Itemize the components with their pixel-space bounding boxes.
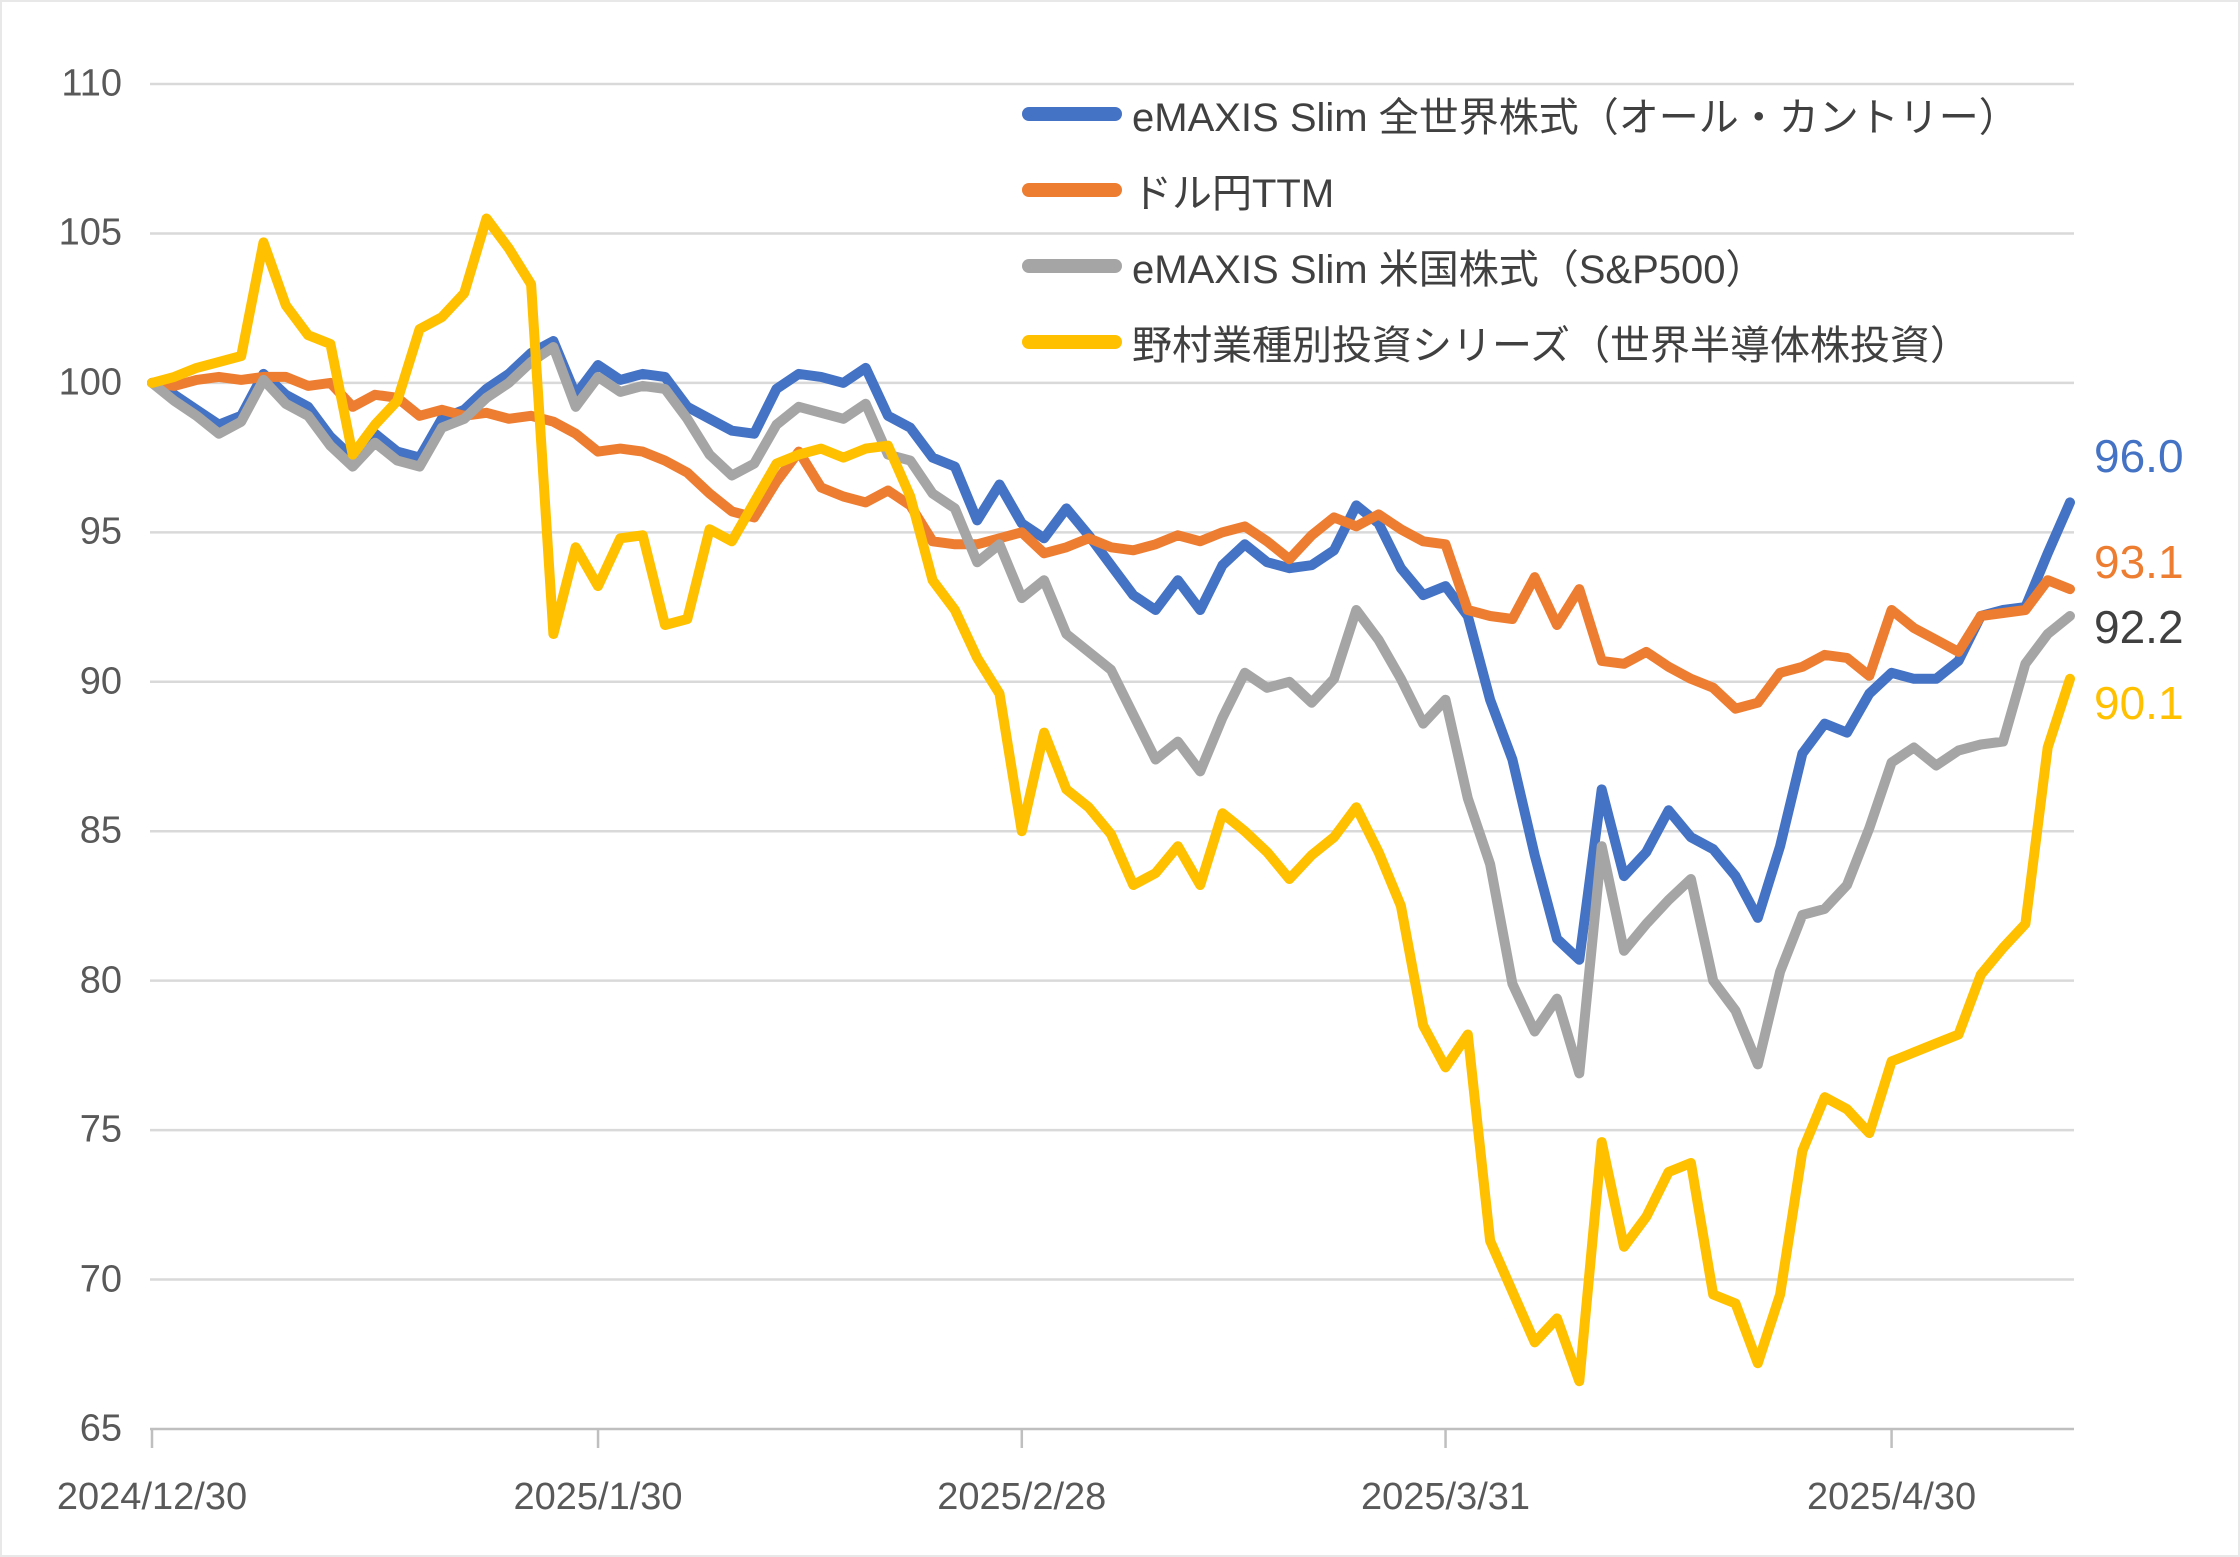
legend-swatch-series-3 — [1022, 335, 1122, 349]
y-axis-label: 110 — [61, 62, 122, 105]
series-end-value-2: 92.2 — [2094, 601, 2184, 654]
legend-label: ドル円TTM — [1132, 172, 1335, 216]
y-axis-label: 80 — [79, 959, 122, 1002]
series-line-2 — [147, 342, 2075, 1079]
legend-item: eMAXIS Slim 米国株式（S&P500） — [1022, 228, 2019, 304]
legend: eMAXIS Slim 全世界株式（オール・カントリー） ドル円TTM eMAX… — [1022, 76, 2019, 380]
x-axis-label: 2025/1/30 — [513, 1476, 683, 1518]
x-axis-label: 2024/12/30 — [56, 1476, 248, 1518]
legend-swatch-series-1 — [1022, 183, 1122, 197]
series-end-value-0: 96.0 — [2094, 430, 2184, 483]
x-axis-label: 2025/4/30 — [1807, 1476, 1977, 1518]
series-line-0 — [147, 336, 2075, 965]
y-axis-label: 65 — [79, 1407, 122, 1450]
legend-item: 野村業種別投資シリーズ（世界半導体株投資） — [1022, 304, 2019, 380]
y-axis-label: 90 — [79, 660, 122, 703]
series-line-3 — [147, 213, 2075, 1387]
legend-swatch-series-0 — [1022, 107, 1122, 121]
series-end-value-3: 90.1 — [2094, 676, 2184, 729]
legend-label: 野村業種別投資シリーズ（世界半導体株投資） — [1132, 324, 1970, 368]
y-axis-label: 95 — [79, 510, 122, 553]
x-axis-label: 2025/3/31 — [1361, 1476, 1531, 1518]
y-axis-label: 105 — [58, 211, 122, 254]
y-axis-label: 85 — [79, 809, 122, 852]
series-end-value-1: 93.1 — [2094, 536, 2184, 589]
legend-swatch-series-2 — [1022, 259, 1122, 273]
x-axis-label: 2025/2/28 — [937, 1476, 1107, 1518]
legend-label: eMAXIS Slim 米国株式（S&P500） — [1132, 248, 1766, 292]
legend-label: eMAXIS Slim 全世界株式（オール・カントリー） — [1132, 96, 2019, 140]
legend-item: eMAXIS Slim 全世界株式（オール・カントリー） — [1022, 76, 2019, 152]
legend-item: ドル円TTM — [1022, 152, 2019, 228]
y-axis-label: 100 — [58, 361, 122, 404]
y-axis-label: 75 — [79, 1108, 122, 1151]
y-axis-label: 70 — [79, 1258, 122, 1301]
